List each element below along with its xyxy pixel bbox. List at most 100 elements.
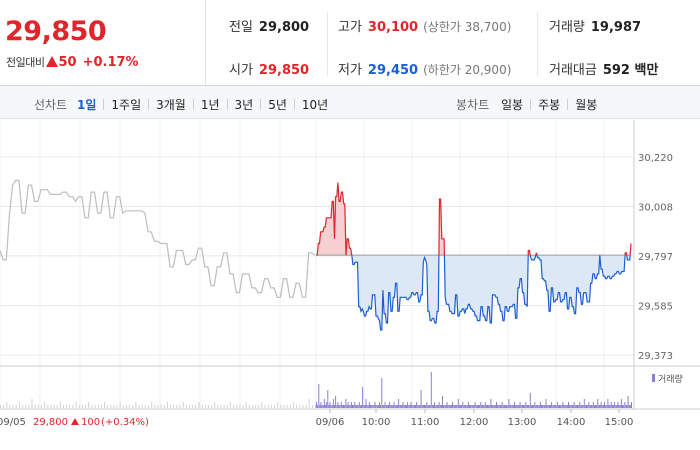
line-period-tabs: 1일 1주일 3개월 1년 3년 5년 10년 — [77, 96, 328, 113]
candle-period-tabs: 일봉 주봉 월봉 — [501, 96, 597, 113]
volume-bar — [575, 405, 577, 408]
volume-bar — [478, 405, 479, 408]
volume-bar — [350, 402, 352, 408]
volume-bar — [66, 405, 68, 408]
volume-bar — [252, 405, 253, 408]
tab-weekly-candle[interactable]: 주봉 — [538, 98, 561, 112]
volume-bar — [525, 402, 527, 408]
volume-bar — [81, 405, 83, 408]
tab-1d[interactable]: 1일 — [77, 98, 97, 112]
volume-bar — [529, 393, 531, 408]
volume-bar — [381, 378, 383, 408]
volume-bar — [189, 405, 190, 408]
volume-bar — [420, 390, 422, 408]
volume-bar — [399, 405, 401, 408]
volume-bar — [440, 405, 442, 408]
volume-bar — [308, 399, 310, 408]
prev-close-label: 전일 — [229, 20, 253, 35]
tab-monthly-candle[interactable]: 월봉 — [575, 98, 598, 112]
volume-bar — [581, 405, 583, 408]
volume-bar — [78, 405, 80, 408]
volume-bar — [421, 405, 423, 408]
volume-bar — [363, 405, 365, 408]
volume-bar — [15, 405, 17, 408]
tab-3m[interactable]: 3개월 — [156, 98, 186, 112]
volume-bar — [488, 405, 490, 408]
volume-bar — [541, 405, 542, 408]
price-area-fill — [316, 182, 631, 330]
volume-bar — [439, 405, 441, 408]
volume-bar — [88, 402, 90, 408]
volume-bar — [28, 405, 30, 408]
volume-bar — [214, 402, 216, 408]
volume-bar — [37, 405, 39, 408]
volume-bar — [586, 405, 587, 408]
tab-1w[interactable]: 1주일 — [111, 98, 142, 112]
tab-daily-candle[interactable]: 일봉 — [501, 98, 524, 112]
volume-bar — [543, 405, 545, 408]
volume-bar — [59, 402, 61, 408]
volume-bar — [589, 405, 591, 408]
volume-legend-swatch — [652, 374, 655, 382]
volume-bar — [485, 405, 487, 408]
volume-bar — [609, 405, 611, 408]
volume-bar — [519, 402, 521, 408]
open-value: 29,850 — [258, 63, 310, 78]
volume-bar — [9, 405, 11, 408]
prev-day-change-pct: (+0.34%) — [101, 417, 149, 428]
volume-bar — [397, 405, 398, 408]
volume-bar — [467, 402, 469, 408]
volume-bar — [578, 405, 580, 408]
volume-bar — [573, 402, 575, 408]
change-amount: 50 — [58, 55, 77, 70]
change-percent: +0.17% — [82, 55, 139, 70]
volume-bar — [217, 405, 219, 408]
volume-bar — [565, 405, 567, 408]
volume-bar — [424, 405, 425, 408]
y-tick-label: 30,008 — [638, 203, 673, 214]
volume-bar — [395, 405, 397, 408]
low-cell: 저가 29,450 (하한가 20,900) — [338, 59, 511, 78]
volume-bar — [560, 405, 562, 408]
volume-bar — [487, 405, 488, 408]
volume-bar — [317, 405, 319, 408]
volume-bar — [151, 402, 153, 408]
volume-bar — [135, 402, 137, 408]
volume-bar — [170, 405, 172, 408]
volume-bar — [376, 405, 378, 408]
volume-bar — [379, 402, 380, 408]
volume-bar — [25, 405, 27, 408]
volume-bar — [386, 405, 388, 408]
volume-bar — [584, 405, 586, 408]
volume-bar — [416, 402, 418, 408]
volume-bar — [445, 405, 447, 408]
volume-bar — [588, 402, 590, 408]
volume-bar — [463, 405, 465, 408]
volume-bar — [408, 405, 410, 408]
volume-bar — [598, 405, 600, 408]
volume-bar — [353, 405, 355, 408]
today-price-line-down — [316, 255, 631, 331]
volume-bar — [500, 405, 502, 408]
volume-bar — [223, 405, 225, 408]
volume-bar — [154, 405, 156, 408]
volume-bar — [289, 405, 291, 408]
volume-bar — [91, 405, 93, 408]
tab-5y[interactable]: 5년 — [268, 98, 287, 112]
tab-1y[interactable]: 1년 — [200, 98, 220, 112]
volume-bar — [518, 405, 520, 408]
volume-bar — [344, 405, 346, 408]
volume-bar — [610, 402, 612, 408]
tab-10y[interactable]: 10년 — [301, 98, 329, 112]
open-label: 시가 — [229, 63, 253, 78]
volume-bar — [299, 405, 301, 408]
volume-bar — [280, 405, 282, 408]
volume-bar — [622, 405, 623, 408]
tab-3y[interactable]: 3년 — [234, 98, 254, 112]
volume-bar — [277, 402, 279, 408]
volume-bar — [442, 396, 443, 408]
volume-bar — [337, 402, 339, 408]
volume-bar — [409, 405, 411, 408]
y-tick-label: 29,373 — [638, 351, 673, 362]
volume-bar — [546, 405, 548, 408]
